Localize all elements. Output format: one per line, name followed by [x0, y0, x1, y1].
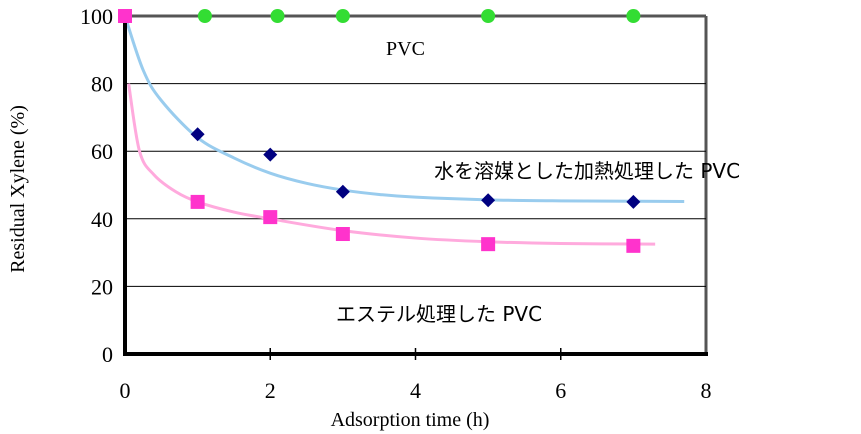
- water_heat-point-0: [190, 127, 205, 142]
- ester-point-3: [335, 227, 350, 242]
- water_heat-point-3: [481, 193, 496, 208]
- y-tick-label-100: 100: [80, 4, 113, 29]
- annotation-ester: エステル処理した PVC: [336, 302, 542, 326]
- plot-background: [125, 16, 706, 354]
- data-points: [118, 9, 641, 253]
- x-axis-title: Adsorption time (h): [331, 409, 490, 431]
- ester-point-5: [626, 238, 641, 253]
- gridlines: [125, 83, 706, 287]
- tick-labels: 0 20 40 60 80 100 0 2 4 6 8: [80, 4, 712, 403]
- annotation-pvc: PVC: [386, 38, 425, 60]
- ester-point-0: [118, 9, 132, 23]
- x-tick-label-0: 0: [120, 378, 131, 403]
- water_heat-point-1: [263, 147, 278, 162]
- x-tick-label-2: 2: [265, 378, 276, 403]
- y-tick-label-60: 60: [91, 139, 113, 164]
- y-tick-label-40: 40: [91, 207, 113, 232]
- annotation-water-heat: 水を溶媒とした加熱処理した PVC: [434, 159, 740, 183]
- water_heat-point-4: [626, 194, 641, 209]
- y-tick-label-20: 20: [91, 274, 113, 299]
- ester-point-1: [190, 194, 205, 209]
- water_heat-point-2: [335, 184, 350, 199]
- x-tick-label-8: 8: [701, 378, 712, 403]
- y-tick-label-0: 0: [102, 342, 113, 367]
- pvc-point-4: [481, 9, 496, 23]
- trendline-water_heat_curve: [123, 15, 685, 204]
- trendline-ester_curve: [127, 83, 656, 246]
- pvc-point-5: [626, 9, 641, 23]
- ester-point-2: [263, 210, 278, 225]
- pvc-point-3: [335, 9, 350, 23]
- y-tick-label-80: 80: [91, 72, 113, 97]
- ester-point-4: [481, 237, 496, 252]
- trendlines: [123, 15, 685, 246]
- y-axis-title: Residual Xylene (%): [7, 105, 29, 273]
- pvc-point-2: [270, 9, 285, 23]
- pvc-point-1: [197, 9, 212, 23]
- x-tick-label-6: 6: [555, 378, 566, 403]
- plot-area: [125, 14, 708, 354]
- x-tick-label-4: 4: [410, 378, 421, 403]
- axes: [123, 14, 708, 360]
